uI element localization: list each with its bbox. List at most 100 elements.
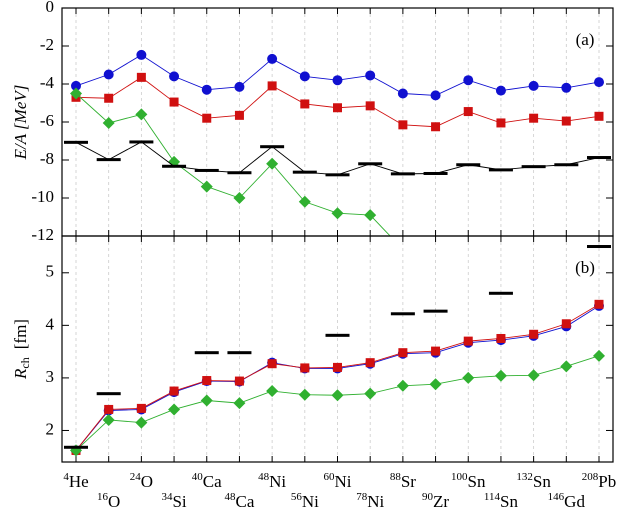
- marker: [162, 164, 187, 168]
- mass-number: 4: [63, 471, 69, 483]
- marker: [430, 90, 441, 101]
- y-label-main: E/A [MeV]: [11, 85, 30, 161]
- element-symbol: Sn: [533, 472, 551, 491]
- element-symbol: Ni: [269, 472, 286, 491]
- marker: [488, 168, 513, 172]
- marker: [71, 80, 81, 91]
- marker: [201, 84, 212, 95]
- marker: [528, 80, 539, 91]
- marker: [587, 156, 611, 160]
- marker: [325, 333, 350, 337]
- marker: [358, 162, 383, 166]
- x-tick-label: 146Gd: [548, 491, 586, 511]
- mass-number: 90: [422, 491, 434, 503]
- x-tick-label: 132Sn: [516, 471, 551, 491]
- y-tick-label: 2: [46, 419, 55, 438]
- x-tick-label: 90Zr: [422, 491, 449, 511]
- marker: [233, 397, 246, 410]
- element-symbol: Sr: [401, 472, 416, 491]
- mass-number: 40: [192, 471, 204, 483]
- element-symbol: Pb: [598, 472, 616, 491]
- element-symbol: O: [141, 472, 153, 491]
- marker: [593, 349, 605, 362]
- marker: [365, 70, 376, 81]
- marker: [560, 360, 573, 373]
- y-tick-label: -8: [40, 149, 54, 168]
- marker: [364, 209, 377, 222]
- element-symbol: Zr: [433, 492, 449, 511]
- marker: [64, 140, 88, 144]
- y-label-sub: ch: [18, 357, 32, 368]
- element-symbol: Sn: [468, 472, 486, 491]
- marker: [104, 404, 114, 414]
- marker: [234, 110, 244, 120]
- marker: [396, 379, 409, 392]
- y-tick-label: 4: [46, 314, 55, 333]
- marker: [325, 173, 350, 177]
- mass-number: 56: [291, 491, 303, 503]
- x-tick-label: 88Sr: [390, 471, 416, 491]
- element-symbol: He: [69, 472, 89, 491]
- y-label-unit: [fm]: [11, 319, 30, 349]
- marker: [494, 369, 507, 382]
- y-tick-label: -10: [31, 187, 54, 206]
- marker: [496, 333, 506, 343]
- marker: [260, 145, 285, 149]
- y-tick-label: 3: [46, 367, 55, 386]
- x-tick-label: 48Ca: [224, 491, 254, 511]
- y-tick-label: 5: [46, 262, 55, 281]
- x-tick-label: 24O: [130, 471, 153, 491]
- x-tick-label: 16O: [97, 491, 120, 511]
- marker: [390, 172, 415, 176]
- marker: [594, 299, 604, 309]
- marker: [169, 97, 179, 107]
- panel-label: (a): [576, 30, 595, 49]
- marker: [333, 103, 342, 113]
- marker: [594, 111, 604, 121]
- marker: [398, 348, 408, 358]
- marker: [496, 118, 506, 128]
- x-tick-label: 4He: [63, 471, 88, 491]
- marker: [561, 116, 571, 126]
- series-group: [64, 49, 611, 236]
- marker: [429, 378, 442, 391]
- element-symbol: Ni: [302, 492, 319, 511]
- y-axis-label: Rch [fm]: [11, 319, 32, 380]
- marker: [136, 49, 147, 60]
- marker: [331, 389, 344, 402]
- mass-number: 78: [356, 491, 368, 503]
- marker: [365, 358, 375, 368]
- y-tick-label: -12: [31, 225, 54, 244]
- element-symbol: Ca: [235, 492, 254, 511]
- x-tick-label: 56Ni: [291, 491, 319, 511]
- marker: [423, 309, 448, 313]
- x-tick-label: 114Sn: [484, 491, 519, 511]
- marker: [202, 376, 212, 386]
- marker: [463, 75, 474, 86]
- marker: [529, 329, 539, 339]
- y-axis-label: E/A [MeV]: [11, 85, 30, 161]
- x-tick-label: 60Ni: [324, 471, 352, 491]
- mass-number: 114: [484, 491, 501, 503]
- marker: [227, 351, 252, 355]
- marker: [431, 122, 441, 132]
- marker: [561, 82, 572, 93]
- marker: [267, 81, 277, 91]
- marker: [587, 245, 611, 249]
- marker: [227, 171, 252, 175]
- plot-frame: [61, 235, 614, 463]
- y-tick-label: -2: [40, 35, 54, 54]
- marker: [267, 359, 277, 369]
- x-tick-label: 208Pb: [582, 471, 616, 491]
- marker: [529, 113, 539, 123]
- marker: [266, 385, 279, 398]
- mass-number: 16: [97, 491, 109, 503]
- series-group: [64, 245, 611, 457]
- y-tick-label: -6: [40, 111, 54, 130]
- x-tick-label: 34Si: [161, 491, 186, 511]
- marker: [233, 192, 246, 204]
- marker: [200, 394, 213, 407]
- element-symbol: Ni: [367, 492, 384, 511]
- marker: [462, 371, 475, 384]
